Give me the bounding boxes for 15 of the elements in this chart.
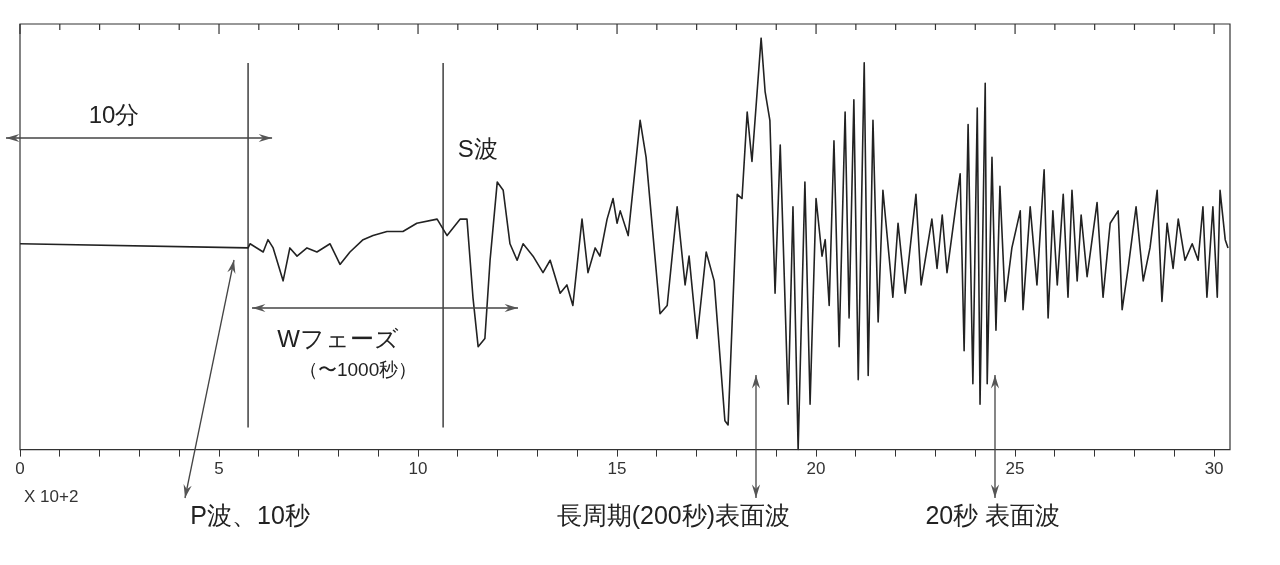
text: 20秒 表面波 (925, 501, 1061, 530)
x-axis-title: X 10+2 (24, 487, 79, 507)
annotation: S波 (457, 134, 498, 162)
x-tick-label: 15 (607, 459, 627, 479)
text: P波、10秒 (190, 501, 310, 530)
x-tick-label: 20 (806, 459, 826, 479)
x-tick-label: 10 (408, 459, 428, 479)
annotation: （〜1000秒） (298, 359, 418, 381)
x-tick-label: 0 (15, 459, 25, 479)
x-tick-label: 30 (1204, 459, 1224, 479)
text: 長周期(200秒)表面波 (556, 501, 791, 530)
annotation: Wフェーズ (277, 324, 399, 352)
x-tick-label: 5 (214, 459, 224, 479)
annotation: 10分 (88, 100, 140, 128)
x-tick-label: 25 (1005, 459, 1025, 479)
